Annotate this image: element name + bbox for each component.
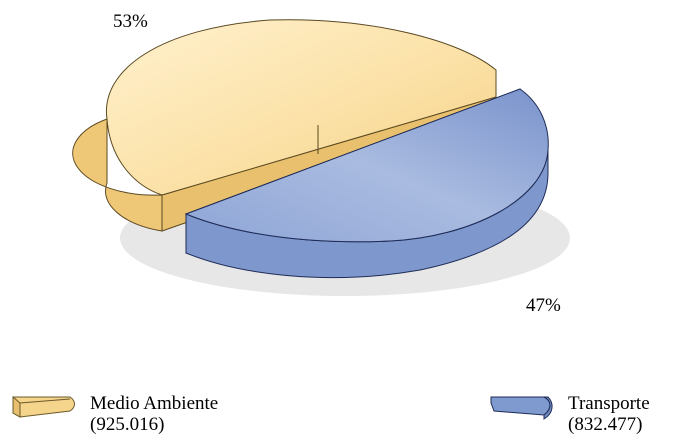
- percent-label-transporte: 47%: [526, 295, 561, 316]
- legend-label-transporte: Transporte: [568, 393, 650, 414]
- slice-transporte: [184, 88, 549, 279]
- legend-label-medio-ambiente: Medio Ambiente: [90, 393, 219, 414]
- legend-swatch-transporte: [490, 396, 553, 420]
- legend-value-transporte: (832.477): [568, 414, 643, 435]
- legend-swatch-medio-ambiente: [12, 395, 75, 418]
- legend-item-medio-ambiente: Medio Ambiente (925.016): [10, 393, 250, 439]
- percent-label-medio-ambiente: 53%: [113, 11, 148, 32]
- legend-item-transporte: Transporte (832.477): [488, 393, 673, 439]
- legend-value-medio-ambiente: (925.016): [90, 414, 165, 435]
